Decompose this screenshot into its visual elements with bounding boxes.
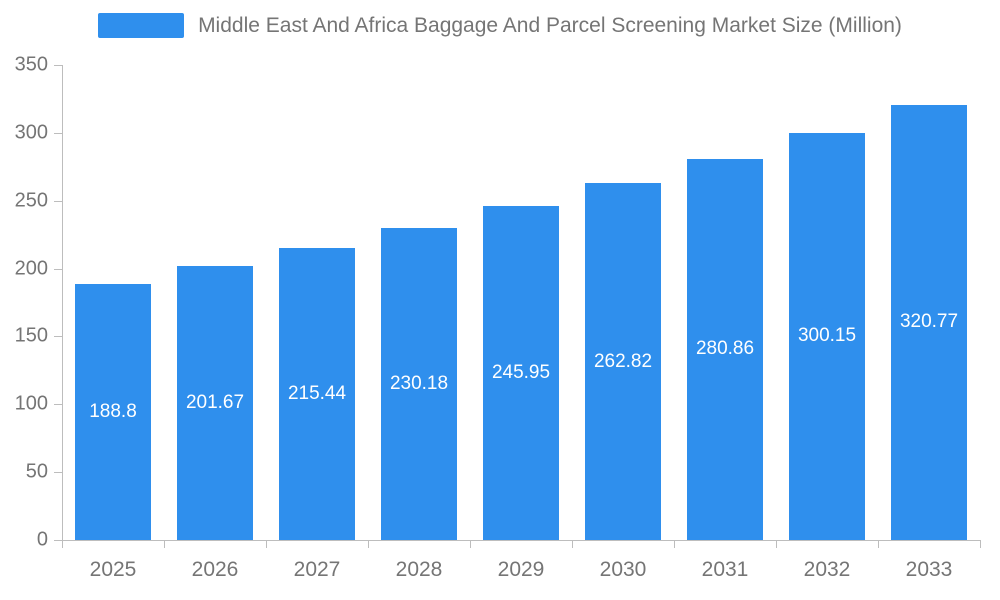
x-axis-tick (980, 540, 981, 548)
y-axis-tick (54, 472, 62, 474)
bar[interactable] (279, 247, 355, 540)
bar[interactable] (687, 158, 763, 540)
x-axis-tick (368, 540, 369, 548)
bar-value-label: 188.8 (89, 400, 137, 422)
x-axis-category-label: 2032 (803, 558, 851, 581)
y-axis-tick (54, 132, 62, 134)
legend-swatch[interactable] (98, 13, 185, 38)
bar[interactable] (75, 283, 151, 540)
y-axis-tick (54, 336, 62, 338)
x-axis-category-label: 2033 (905, 558, 953, 581)
y-axis-tick (54, 200, 62, 202)
bar-value-label: 215.44 (287, 382, 347, 404)
x-axis-tick (266, 540, 267, 548)
x-axis-category-label: 2027 (293, 558, 341, 581)
x-axis-tick (572, 540, 573, 548)
bar[interactable] (177, 266, 253, 540)
y-axis-line (62, 65, 63, 540)
bar-value-label: 201.67 (185, 392, 245, 414)
chart-legend[interactable]: Middle East And Africa Baggage And Parce… (0, 13, 1000, 38)
bar[interactable] (891, 104, 967, 540)
bar-value-label: 320.77 (899, 311, 959, 333)
x-axis-category-label: 2031 (701, 558, 749, 581)
y-axis-tick-label: 350 (14, 53, 48, 76)
bar[interactable] (585, 183, 661, 540)
y-axis-tick (54, 540, 62, 541)
y-axis-tick-label: 100 (14, 392, 48, 415)
x-axis-line (62, 540, 981, 541)
y-axis-tick-label: 0 (36, 528, 48, 551)
x-axis-category-label: 2030 (599, 558, 647, 581)
bar-value-label: 300.15 (797, 325, 857, 347)
y-axis-tick (54, 404, 62, 406)
bar-value-label: 262.82 (593, 350, 653, 372)
y-axis-tick (54, 65, 62, 66)
y-axis-tick (54, 268, 62, 270)
y-axis-tick-label: 150 (14, 324, 48, 347)
bar-value-label: 230.18 (389, 372, 449, 394)
bar[interactable] (483, 206, 559, 540)
x-axis-tick (776, 540, 777, 548)
bar-value-label: 280.86 (695, 338, 755, 360)
y-axis-tick-label: 250 (14, 189, 48, 212)
x-axis-tick (878, 540, 879, 548)
bar[interactable] (789, 132, 865, 540)
x-axis-tick (62, 540, 63, 548)
bar-value-label: 245.95 (491, 362, 551, 384)
bar[interactable] (381, 227, 457, 540)
x-axis-tick (470, 540, 471, 548)
x-axis-category-label: 2025 (89, 558, 137, 581)
x-axis-category-label: 2026 (191, 558, 239, 581)
chart-title: Middle East And Africa Baggage And Parce… (198, 14, 902, 37)
y-axis-tick-label: 50 (25, 460, 48, 483)
y-axis-tick-label: 200 (14, 257, 48, 280)
x-axis-tick (164, 540, 165, 548)
x-axis-category-label: 2028 (395, 558, 443, 581)
x-axis-category-label: 2029 (497, 558, 545, 581)
x-axis-tick (674, 540, 675, 548)
y-axis-tick-label: 300 (14, 121, 48, 144)
